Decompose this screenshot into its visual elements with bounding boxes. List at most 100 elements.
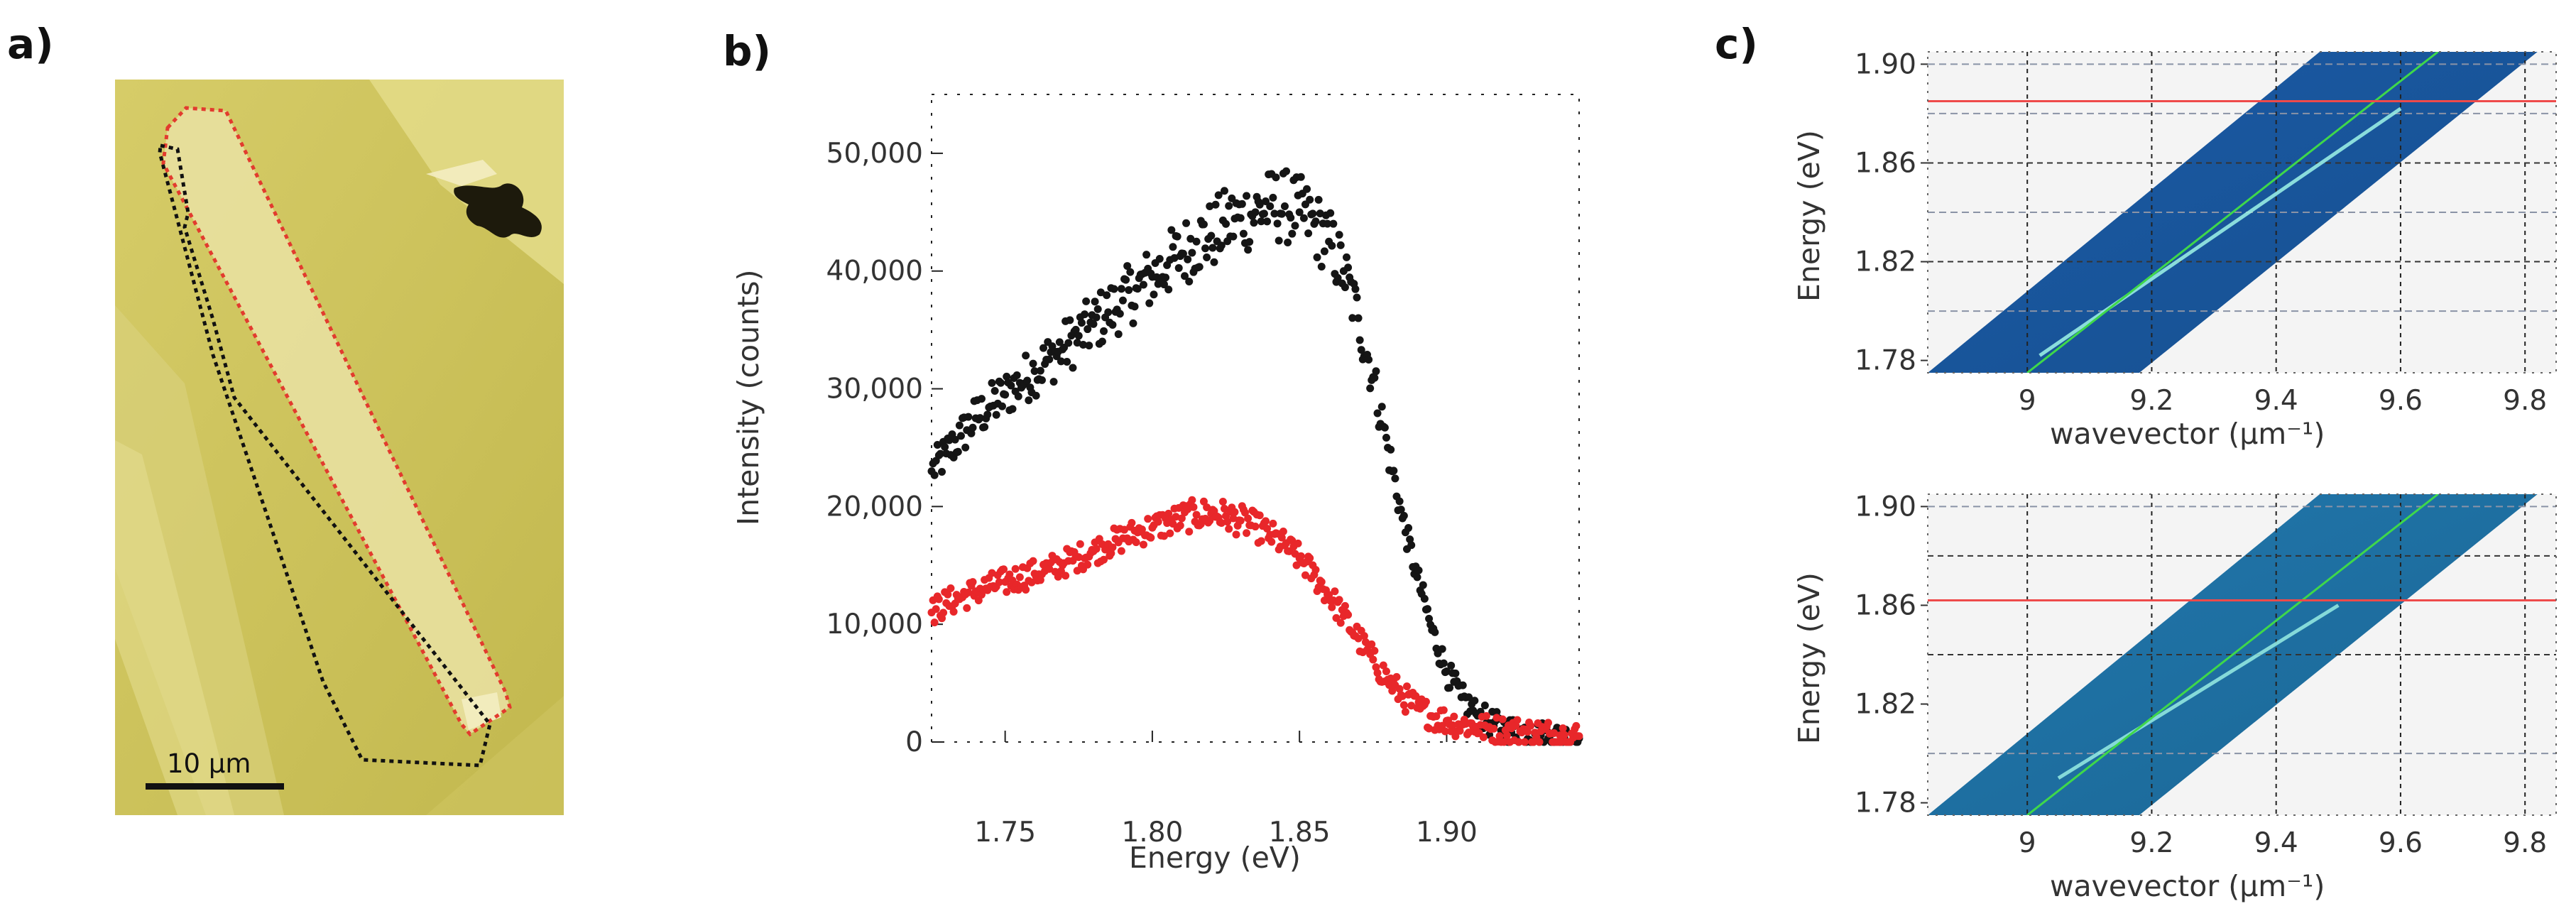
data-point bbox=[1397, 506, 1405, 514]
plot-c-top-xlabel: wavevector (μm⁻¹) bbox=[2050, 417, 2325, 451]
data-point bbox=[1022, 585, 1030, 594]
data-point bbox=[1395, 497, 1404, 506]
y-tick-label: 1.86 bbox=[1855, 147, 1916, 179]
data-point bbox=[983, 410, 992, 419]
data-point bbox=[968, 423, 977, 432]
data-point bbox=[981, 422, 989, 431]
data-point bbox=[1036, 366, 1044, 375]
data-point bbox=[1311, 217, 1320, 226]
data-point bbox=[1179, 249, 1187, 258]
data-point bbox=[1527, 721, 1535, 730]
plot-c-top-dispersion bbox=[2039, 107, 2402, 357]
data-point bbox=[1515, 738, 1523, 746]
data-point bbox=[1385, 681, 1394, 689]
data-point bbox=[1167, 226, 1176, 234]
data-point bbox=[1117, 285, 1125, 293]
data-point bbox=[1456, 726, 1464, 735]
data-point bbox=[1387, 445, 1395, 454]
data-point bbox=[1117, 547, 1125, 555]
data-point bbox=[1203, 503, 1211, 511]
plot-b-points bbox=[927, 167, 1583, 746]
data-point bbox=[1275, 236, 1283, 245]
data-point bbox=[1329, 219, 1338, 228]
data-point bbox=[1407, 541, 1416, 550]
data-point bbox=[1162, 273, 1170, 282]
data-point bbox=[1199, 497, 1208, 506]
data-point bbox=[1328, 241, 1336, 250]
data-point bbox=[1523, 728, 1532, 736]
lower-right-shade bbox=[334, 696, 564, 815]
data-point bbox=[949, 607, 958, 616]
data-point bbox=[1421, 697, 1430, 706]
data-point bbox=[1181, 272, 1189, 280]
x-tick-label: 9.8 bbox=[2503, 827, 2547, 859]
data-point bbox=[1535, 738, 1544, 746]
data-point bbox=[1333, 273, 1342, 282]
data-point bbox=[1007, 381, 1015, 390]
data-point bbox=[1066, 316, 1074, 324]
data-point bbox=[1073, 567, 1081, 575]
y-tick-label: 1.82 bbox=[1855, 246, 1916, 278]
data-point bbox=[1061, 572, 1070, 580]
data-point bbox=[1326, 209, 1335, 217]
data-point bbox=[1225, 525, 1233, 533]
data-point bbox=[944, 590, 952, 599]
plot-b-ylabel: Intensity (counts) bbox=[731, 269, 765, 525]
data-point bbox=[964, 588, 973, 596]
data-point bbox=[1225, 202, 1233, 210]
data-point bbox=[1294, 539, 1302, 547]
data-point bbox=[1240, 508, 1249, 517]
x-tick-label: 9.8 bbox=[2503, 385, 2547, 417]
data-point bbox=[1222, 219, 1230, 228]
data-point bbox=[1251, 208, 1260, 217]
data-point bbox=[936, 449, 944, 458]
x-tick-label: 1.90 bbox=[1416, 817, 1478, 849]
debris-highlight bbox=[426, 160, 497, 186]
x-tick-label: 9.4 bbox=[2254, 827, 2298, 859]
y-tick-label: 40,000 bbox=[826, 256, 923, 288]
data-point bbox=[1064, 339, 1073, 347]
data-point bbox=[1392, 672, 1401, 681]
data-point bbox=[945, 436, 954, 444]
data-point bbox=[1184, 255, 1192, 263]
y-tick-label: 1.78 bbox=[1855, 345, 1916, 377]
data-point bbox=[1107, 549, 1115, 557]
data-point bbox=[961, 443, 970, 452]
data-point bbox=[1370, 646, 1379, 655]
data-point bbox=[1263, 524, 1272, 533]
data-point bbox=[1118, 296, 1127, 305]
x-tick-label: 1.75 bbox=[974, 817, 1036, 849]
flake-micrograph: 10 μm bbox=[115, 80, 564, 815]
data-point bbox=[1188, 249, 1196, 257]
data-point bbox=[1306, 195, 1314, 204]
data-point bbox=[1055, 338, 1064, 347]
data-point bbox=[1425, 614, 1434, 623]
data-point bbox=[977, 395, 986, 403]
y-tick-label: 1.78 bbox=[1855, 787, 1916, 819]
data-point bbox=[1195, 263, 1204, 271]
data-point bbox=[1206, 516, 1214, 525]
data-point bbox=[1207, 231, 1216, 240]
data-point bbox=[1206, 202, 1214, 210]
data-point bbox=[1182, 219, 1191, 227]
data-point bbox=[1335, 231, 1343, 239]
data-point bbox=[1324, 219, 1332, 228]
data-point bbox=[1076, 540, 1084, 548]
data-point bbox=[1288, 229, 1297, 238]
data-point bbox=[1139, 280, 1147, 289]
panel-c: c) 9 9.2 9.4 9.6 9.8 1.78 1.82 1.86 1.90 waveve… bbox=[1715, 20, 2557, 903]
data-point bbox=[1245, 238, 1254, 246]
data-point bbox=[1079, 341, 1087, 349]
data-point bbox=[1360, 632, 1368, 640]
data-point bbox=[1325, 591, 1333, 599]
x-tick-label: 9.2 bbox=[2129, 385, 2173, 417]
data-point bbox=[1243, 529, 1251, 538]
data-point bbox=[1401, 707, 1409, 716]
data-point bbox=[1335, 596, 1343, 604]
data-point bbox=[1500, 738, 1508, 746]
data-point bbox=[1257, 537, 1265, 545]
data-point bbox=[1419, 581, 1427, 589]
data-point bbox=[963, 604, 971, 612]
data-point bbox=[1108, 543, 1117, 552]
data-point bbox=[1297, 173, 1305, 181]
